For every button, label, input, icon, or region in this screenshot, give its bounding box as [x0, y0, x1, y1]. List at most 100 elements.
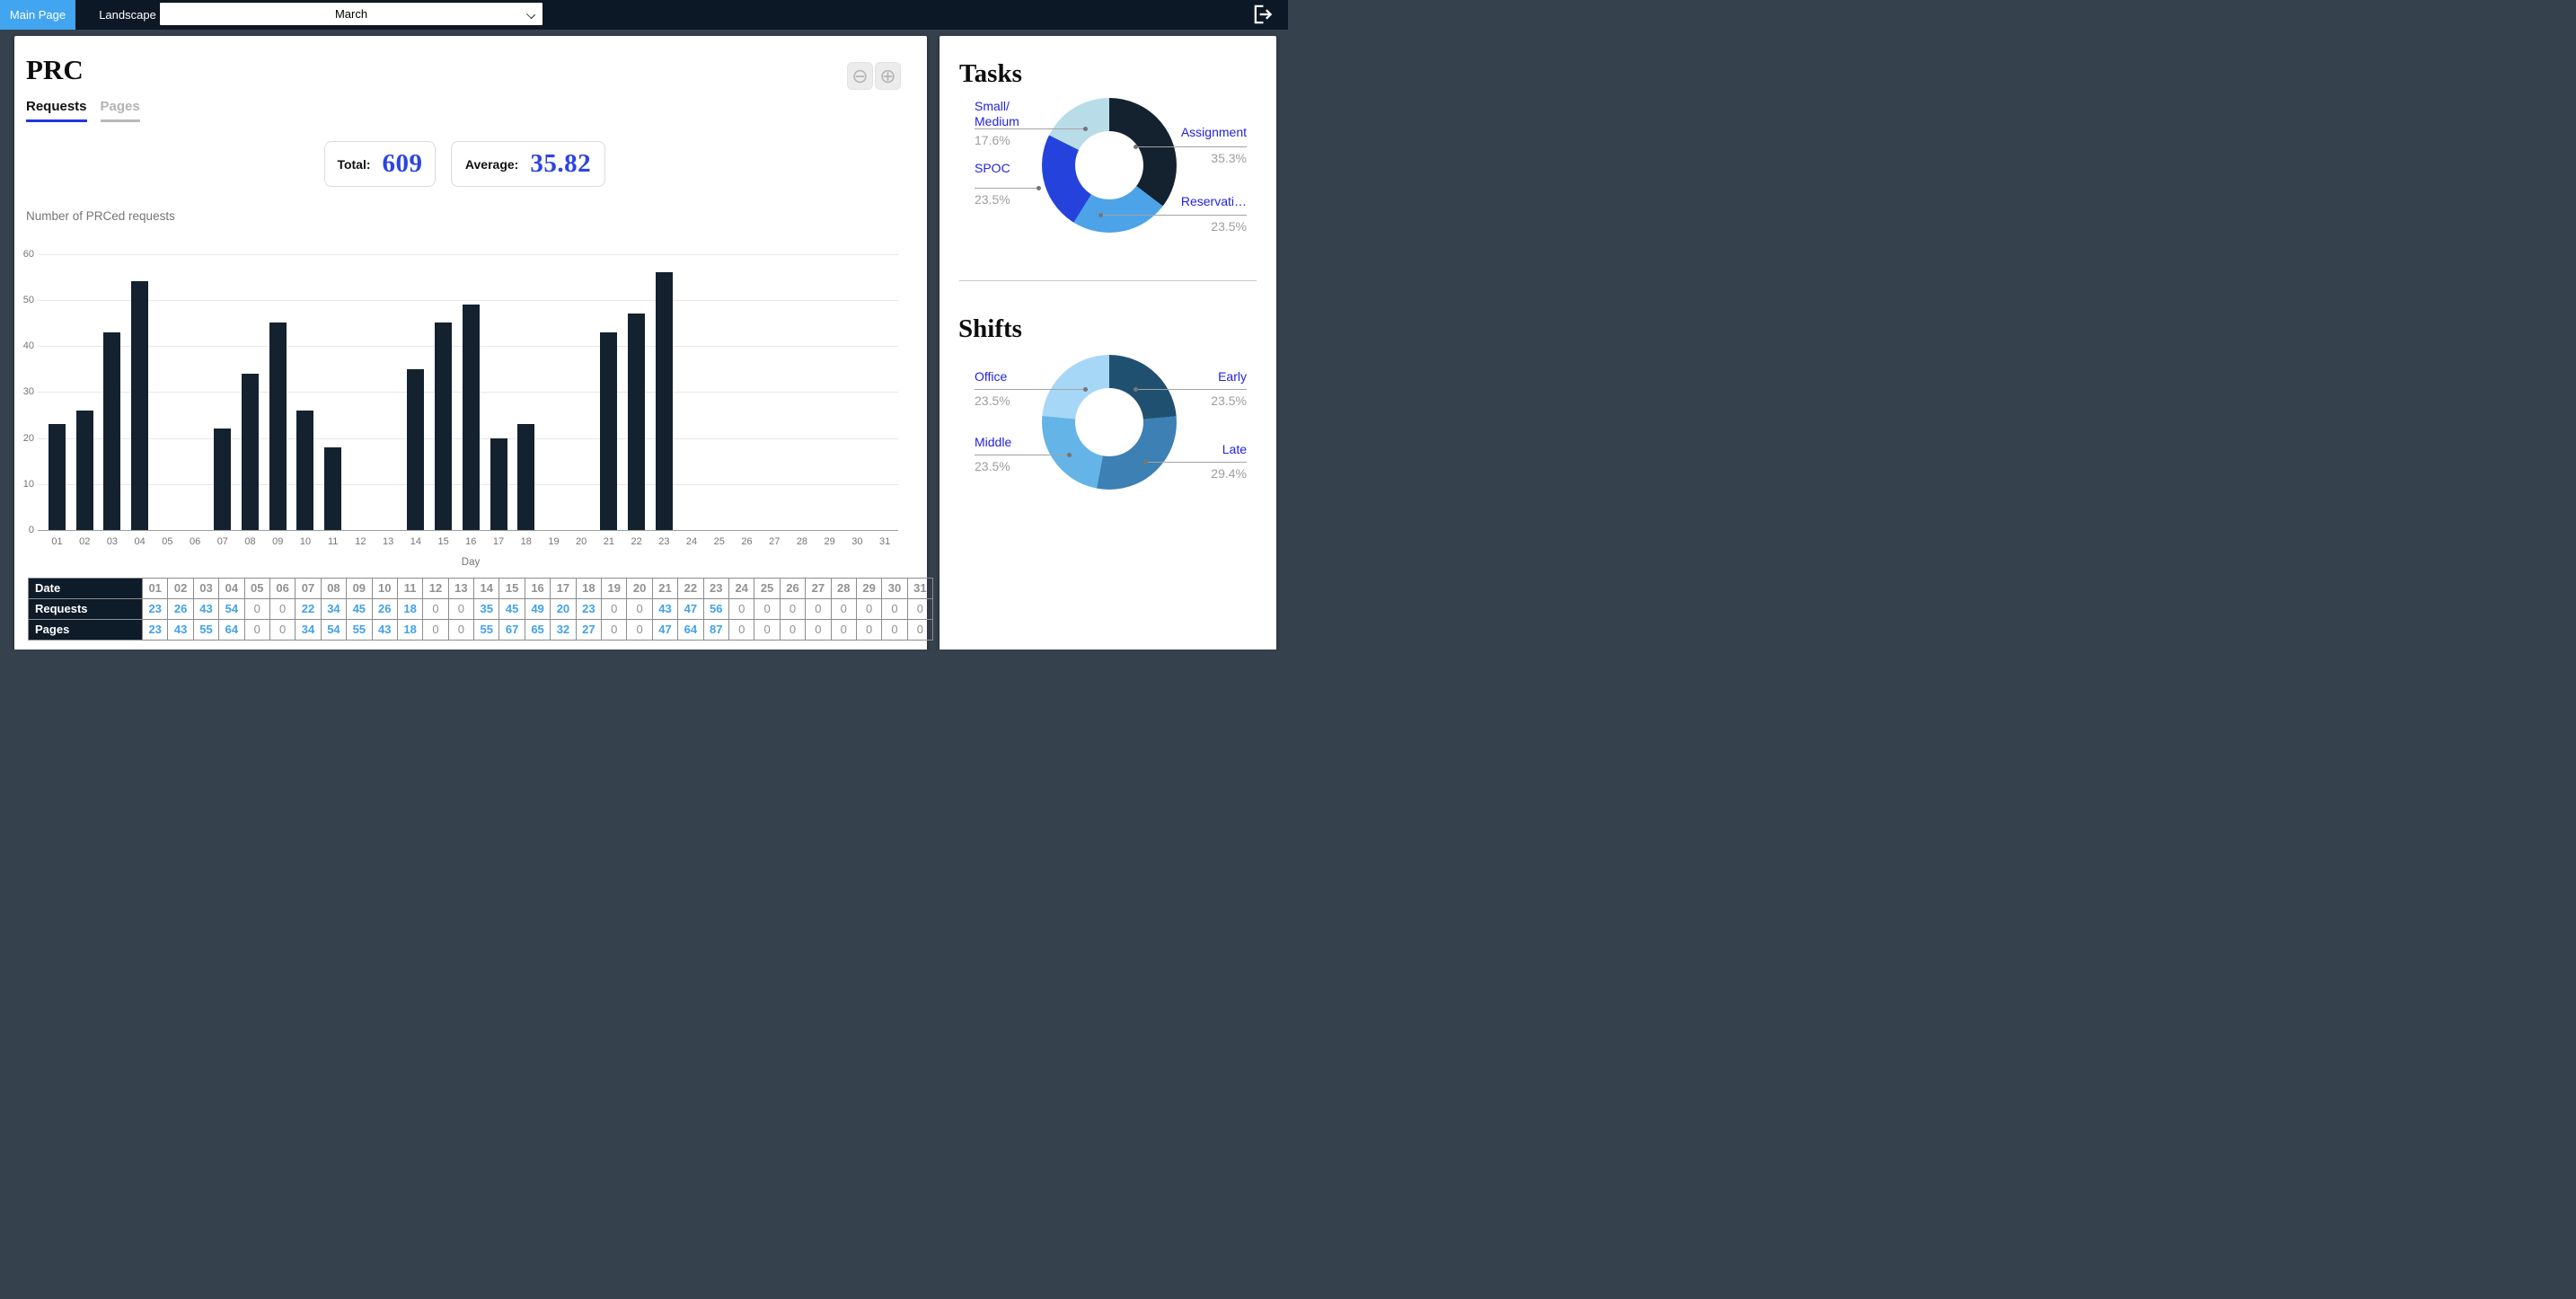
table-cell: 01 — [143, 579, 169, 599]
table-cell: 18 — [397, 620, 424, 641]
table-cell: 19 — [602, 579, 628, 599]
x-axis-tick: 28 — [796, 536, 808, 547]
bar-day-01 — [49, 424, 66, 530]
tab-requests[interactable]: Requests — [26, 99, 87, 122]
tasks-pct-assignment: 35.3% — [1211, 151, 1247, 165]
leader-line — [1134, 144, 1247, 149]
table-cell: 67 — [499, 620, 525, 641]
table-cell: 55 — [193, 620, 220, 641]
table-cell: 0 — [423, 599, 449, 620]
tasks-label-reservations: Reservati… — [1180, 194, 1247, 208]
side-panel: Tasks Small/ Medium 17.6% SPOC 23.5% Ass… — [940, 36, 1276, 650]
circle-plus-icon: ⊕ — [879, 64, 896, 87]
x-axis-tick: 02 — [79, 536, 91, 547]
prc-tabs: Requests Pages — [26, 99, 140, 122]
table-cell: 22 — [296, 599, 322, 620]
x-axis-tick: 22 — [631, 536, 642, 547]
table-cell: 0 — [602, 599, 628, 620]
table-cell: 0 — [269, 599, 296, 620]
table-cell: 49 — [525, 599, 551, 620]
bar-day-22 — [628, 314, 646, 530]
table-cell: 26 — [372, 599, 398, 620]
x-axis-tick: 10 — [299, 536, 312, 547]
tasks-title: Tasks — [959, 59, 1022, 88]
y-axis-tick: 60 — [22, 248, 34, 260]
table-cell: 26 — [780, 579, 807, 599]
table-cell: 07 — [296, 579, 322, 599]
table-cell: 23 — [576, 599, 603, 620]
nav-tab-landscape[interactable]: Landscape — [99, 8, 156, 22]
x-axis-title: Day — [461, 557, 481, 568]
x-axis-tick: 29 — [824, 536, 835, 547]
x-axis-tick: 20 — [576, 536, 587, 547]
month-select-value: March — [334, 7, 368, 21]
shifts-pct-office: 23.5% — [975, 393, 1010, 408]
table-row-header: Requests — [29, 599, 143, 620]
table-cell: 0 — [448, 620, 475, 641]
x-axis-tick: 19 — [548, 536, 560, 547]
table-cell: 23 — [143, 599, 169, 620]
y-axis-tick: 20 — [22, 432, 34, 444]
x-axis-tick: 01 — [51, 536, 63, 547]
leader-line — [975, 126, 1088, 131]
bar-chart-title: Number of PRCed requests — [26, 209, 175, 223]
x-axis-tick: 30 — [851, 536, 863, 547]
x-axis-tick: 12 — [355, 536, 366, 547]
table-cell: 03 — [193, 579, 220, 599]
table-cell: 0 — [856, 599, 883, 620]
table-row-header: Pages — [29, 620, 143, 641]
bar-day-21 — [600, 331, 618, 530]
tasks-label-small-medium: Small/ Medium — [975, 99, 1019, 129]
table-cell: 16 — [525, 579, 551, 599]
leader-line — [1098, 212, 1247, 217]
table-cell: 21 — [652, 579, 679, 599]
x-axis-tick: 24 — [685, 536, 698, 547]
x-axis-tick: 07 — [216, 536, 228, 547]
shifts-donut-chart — [1042, 355, 1177, 490]
table-cell: 32 — [551, 620, 577, 641]
table-cell: 0 — [831, 620, 857, 641]
table-cell: 30 — [882, 579, 908, 599]
bar-day-07 — [214, 429, 232, 530]
tasks-pct-reservations: 23.5% — [1211, 219, 1247, 234]
table-cell: 08 — [321, 579, 348, 599]
bar-day-23 — [655, 272, 673, 530]
bar-day-10 — [296, 410, 314, 530]
table-cell: 64 — [678, 620, 704, 641]
table-cell: 15 — [499, 579, 525, 599]
table-cell: 0 — [754, 599, 781, 620]
table-cell: 0 — [907, 599, 934, 620]
bar-day-18 — [517, 424, 535, 530]
x-axis-tick: 15 — [437, 536, 449, 547]
x-axis-tick: 17 — [492, 536, 505, 547]
logout-button[interactable] — [1252, 4, 1273, 24]
table-cell: 26 — [168, 599, 194, 620]
y-axis-tick: 0 — [28, 525, 34, 535]
chevron-down-icon — [525, 9, 536, 20]
table-cell: 0 — [754, 620, 781, 641]
table-cell: 0 — [627, 620, 653, 641]
x-axis-tick: 25 — [713, 536, 725, 547]
table-cell: 45 — [499, 599, 525, 620]
x-axis-tick: 04 — [134, 536, 146, 547]
nav-tab-main-page[interactable]: Main Page — [0, 0, 75, 30]
table-row: Requests 23 26 43 54 0 0 22 34 45 26 18 0 0 35 45 49 20 23… — [29, 599, 934, 620]
tasks-donut-chart — [1042, 98, 1177, 233]
table-cell: 06 — [269, 579, 296, 599]
average-label: Average: — [464, 156, 519, 172]
zoom-in-button[interactable]: ⊕ — [875, 62, 901, 90]
leader-line — [975, 185, 1041, 190]
tab-pages[interactable]: Pages — [100, 99, 140, 122]
month-select-dropdown[interactable]: March — [159, 2, 543, 26]
x-axis-tick: 27 — [769, 536, 781, 547]
page-title: PRC — [26, 54, 84, 85]
shifts-label-middle: Middle — [975, 435, 1012, 449]
bar-day-11 — [324, 446, 342, 530]
table-cell: 0 — [780, 599, 807, 620]
x-axis-tick: 26 — [741, 536, 753, 547]
y-axis-tick: 10 — [22, 478, 34, 490]
table-cell: 35 — [474, 599, 500, 620]
table-cell: 14 — [474, 579, 500, 599]
x-axis-tick: 31 — [878, 536, 891, 547]
zoom-out-button[interactable]: ⊖ — [847, 62, 873, 90]
